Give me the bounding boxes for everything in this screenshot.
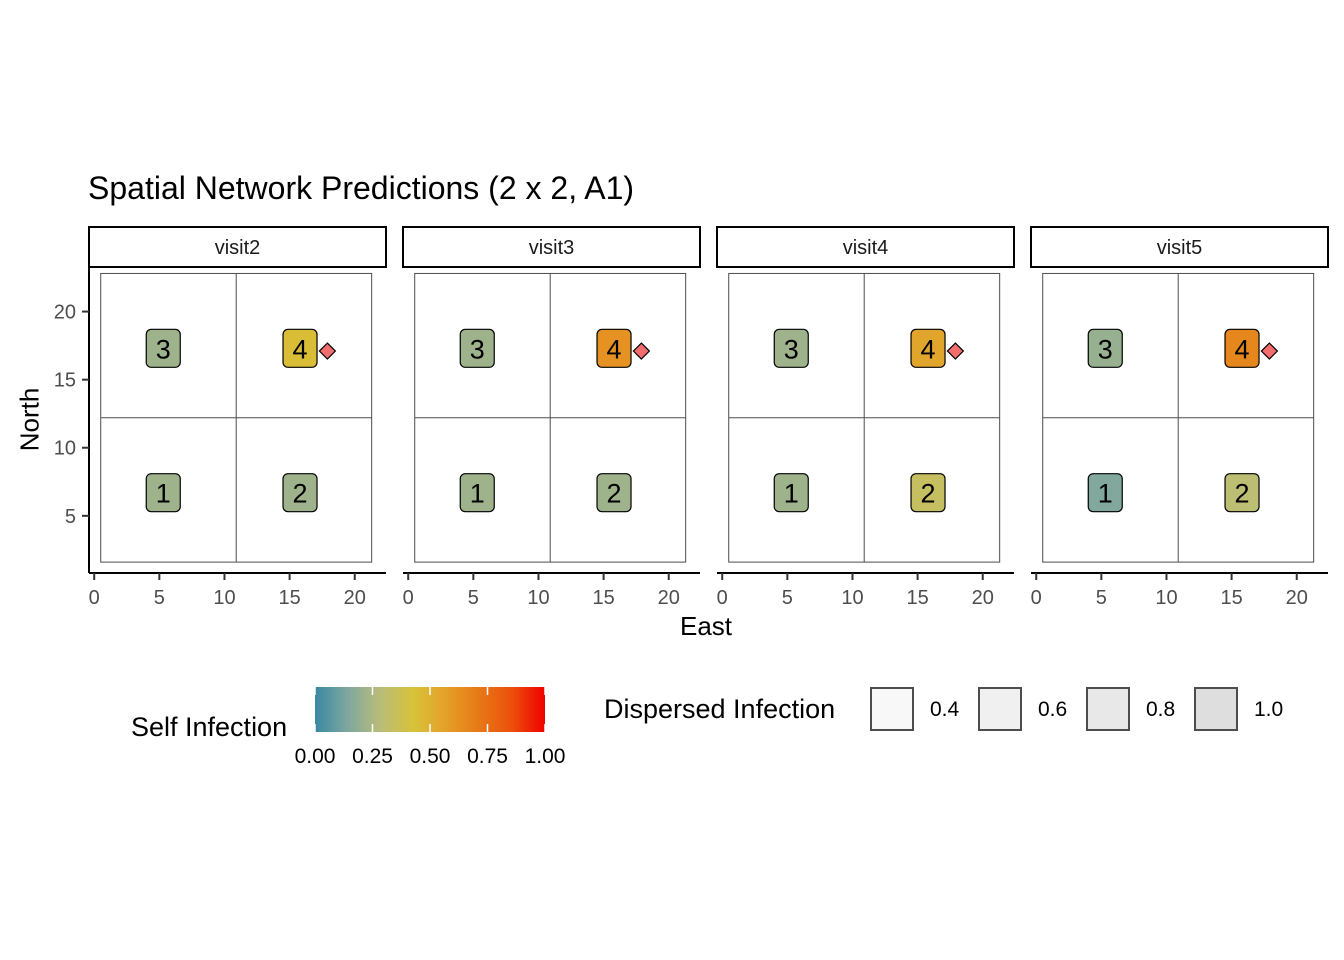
dispersed-infection-key: [870, 687, 914, 731]
plot-label: 4: [921, 334, 936, 364]
self-infection-legend-title: Self Infection: [131, 712, 288, 742]
y-axis-label: North: [14, 387, 45, 452]
x-tick-label: 5: [1096, 587, 1107, 609]
plot-label-box: [1087, 328, 1123, 368]
plot-label: 2: [1235, 479, 1250, 509]
plot-label: 3: [1098, 334, 1113, 364]
facet-strip: [88, 226, 387, 268]
facet-strip-label: visit4: [843, 237, 889, 259]
x-tick-label: 15: [1220, 587, 1242, 609]
x-tick-label: 0: [403, 587, 414, 609]
y-tick-label: 20: [54, 302, 76, 324]
x-tick-label: 0: [717, 587, 728, 609]
facet-strip-label: visit3: [529, 237, 575, 259]
dispersed-infection-legend-title: Dispersed Infection: [604, 694, 836, 724]
plot-label: 3: [470, 334, 485, 364]
colorbar-tick-label: 0.75: [467, 745, 508, 768]
plot-label: 1: [784, 479, 799, 509]
plot-label-box: [1224, 473, 1260, 513]
panel-visit4: visit4 0 5 10 15 20 1 2 3 4: [716, 226, 1015, 609]
plot-label-box: [1224, 328, 1260, 368]
plot-label-box: [145, 473, 181, 513]
plot-label: 1: [156, 479, 171, 509]
chart-title: Spatial Network Predictions (2 x 2, A1): [88, 170, 635, 206]
plot-label: 2: [921, 479, 936, 509]
x-tick-label: 15: [278, 587, 300, 609]
plot-label: 3: [156, 334, 171, 364]
panel-visit5: visit5 0 5 10 15 20 1 2 3 4: [1030, 226, 1329, 609]
y-tick-label: 10: [54, 438, 76, 460]
plot-label: 2: [607, 479, 622, 509]
dispersed-infection-key: [1086, 687, 1130, 731]
facet-strip-label: visit2: [215, 237, 261, 259]
dispersed-infection-key-label: 1.0: [1254, 698, 1284, 721]
x-axis-label: East: [680, 611, 733, 641]
plot-label: 3: [784, 334, 799, 364]
dispersed-infection-key-label: 0.6: [1038, 698, 1068, 721]
plot-label-box: [1087, 473, 1123, 513]
x-tick-label: 0: [89, 587, 100, 609]
plot-label-box: [145, 328, 181, 368]
x-tick-label: 5: [782, 587, 793, 609]
dispersed-infection-key: [1194, 687, 1238, 731]
facet-strip: [402, 226, 701, 268]
x-tick-label: 15: [906, 587, 928, 609]
plot-label-box: [282, 473, 318, 513]
colorbar-tick-label: 0.25: [352, 745, 393, 768]
plot-label-box: [773, 473, 809, 513]
dispersal-point: [318, 342, 337, 360]
x-tick-label: 0: [1031, 587, 1042, 609]
y-tick-label: 5: [65, 506, 76, 528]
plot-label-box: [910, 328, 946, 368]
x-tick-label: 10: [527, 587, 549, 609]
plot-label: 4: [607, 334, 622, 364]
dispersal-point: [1260, 342, 1279, 360]
x-tick-label: 15: [592, 587, 614, 609]
plot-label: 2: [293, 479, 308, 509]
dispersed-infection-key: [978, 687, 1022, 731]
x-tick-label: 10: [841, 587, 863, 609]
plot-label-box: [282, 328, 318, 368]
x-tick-label: 5: [154, 587, 165, 609]
y-tick-label: 15: [54, 370, 76, 392]
panel-visit3: visit3 0 5 10 15 20 1 2 3 4: [402, 226, 701, 609]
x-tick-label: 20: [1286, 587, 1308, 609]
colorbar-tick-label: 0.50: [409, 745, 451, 768]
x-tick-label: 20: [344, 587, 366, 609]
x-tick-label: 20: [658, 587, 680, 609]
dispersed-infection-key-label: 0.8: [1146, 698, 1176, 721]
panel-visit2: visit2 0 5 10 15 20 1 2 3 4: [88, 226, 387, 609]
plot-label-box: [910, 473, 946, 513]
plot-label-box: [596, 328, 632, 368]
plot-label: 1: [1098, 479, 1113, 509]
facet-strip-label: visit5: [1157, 237, 1203, 259]
plot-label-box: [773, 328, 809, 368]
dispersal-point: [632, 342, 651, 360]
plot-label-box: [596, 473, 632, 513]
x-tick-label: 5: [468, 587, 479, 609]
x-tick-label: 10: [1155, 587, 1177, 609]
plot-label: 1: [470, 479, 485, 509]
plot-label-box: [459, 473, 495, 513]
dispersed-infection-key-label: 0.4: [930, 698, 960, 721]
plot-label-box: [459, 328, 495, 368]
colorbar-tick-label: 1.00: [524, 745, 566, 768]
facet-strip: [716, 226, 1015, 268]
facet-strip: [1030, 226, 1329, 268]
plot-label: 4: [1235, 334, 1250, 364]
x-tick-label: 20: [972, 587, 994, 609]
dispersal-point: [946, 342, 965, 360]
colorbar-tick-label: 0.00: [294, 745, 336, 768]
plot-label: 4: [293, 334, 308, 364]
x-tick-label: 10: [213, 587, 235, 609]
